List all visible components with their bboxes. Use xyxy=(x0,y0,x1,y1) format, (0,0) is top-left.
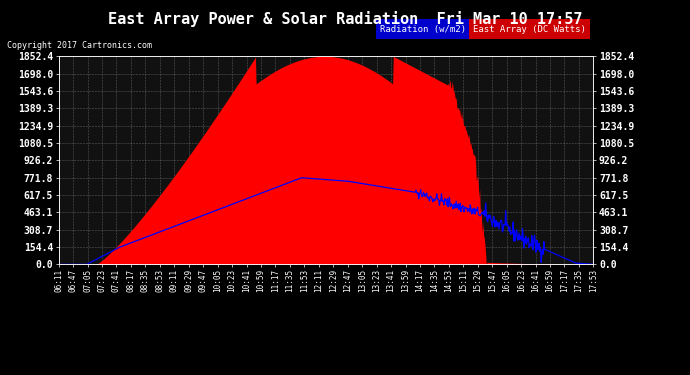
Text: East Array Power & Solar Radiation  Fri Mar 10 17:57: East Array Power & Solar Radiation Fri M… xyxy=(108,11,582,27)
Text: Copyright 2017 Cartronics.com: Copyright 2017 Cartronics.com xyxy=(7,41,152,50)
Text: Radiation (w/m2): Radiation (w/m2) xyxy=(380,25,466,34)
Text: East Array (DC Watts): East Array (DC Watts) xyxy=(473,25,586,34)
